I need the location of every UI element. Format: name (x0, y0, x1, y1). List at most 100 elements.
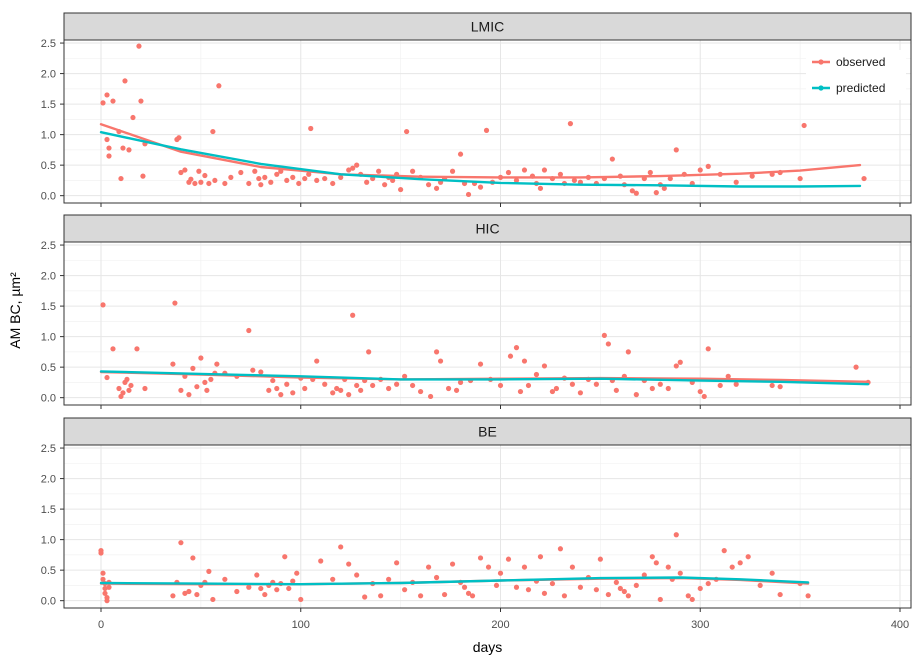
observed-point (366, 349, 371, 354)
observed-point (690, 597, 695, 602)
observed-point (494, 583, 499, 588)
observed-point (666, 564, 671, 569)
x-tick-label: 300 (691, 619, 709, 631)
observed-point (554, 386, 559, 391)
observed-point (478, 185, 483, 190)
observed-point (322, 176, 327, 181)
y-tick-label: 1.5 (41, 301, 56, 313)
observed-point (262, 175, 267, 180)
observed-point (570, 564, 575, 569)
observed-point (778, 384, 783, 389)
observed-point (674, 532, 679, 537)
observed-point (570, 382, 575, 387)
observed-point (210, 129, 215, 134)
observed-point (196, 169, 201, 174)
observed-point (602, 333, 607, 338)
observed-point (606, 341, 611, 346)
observed-point (578, 585, 583, 590)
observed-point (202, 380, 207, 385)
observed-point (594, 587, 599, 592)
x-tick-label: 0 (98, 619, 104, 631)
observed-point (542, 591, 547, 596)
observed-point (770, 571, 775, 576)
observed-point (654, 560, 659, 565)
observed-point (246, 585, 251, 590)
observed-point (126, 388, 131, 393)
observed-point (650, 386, 655, 391)
observed-point (178, 388, 183, 393)
observed-point (386, 577, 391, 582)
observed-point (418, 593, 423, 598)
observed-point (186, 589, 191, 594)
observed-point (234, 589, 239, 594)
observed-point (634, 191, 639, 196)
observed-point (262, 592, 267, 597)
observed-point (538, 554, 543, 559)
observed-point (706, 164, 711, 169)
observed-point (550, 581, 555, 586)
observed-point (558, 172, 563, 177)
observed-point (526, 587, 531, 592)
observed-point (338, 544, 343, 549)
observed-point (346, 561, 351, 566)
observed-point (298, 597, 303, 602)
observed-point (558, 546, 563, 551)
observed-point (462, 585, 467, 590)
observed-point (426, 564, 431, 569)
observed-point (266, 388, 271, 393)
observed-point (666, 386, 671, 391)
y-axis-title: AM BC, µm² (7, 272, 23, 349)
observed-point (678, 360, 683, 365)
observed-point (278, 392, 283, 397)
observed-point (176, 135, 181, 140)
observed-point (238, 170, 243, 175)
observed-point (498, 383, 503, 388)
observed-point (562, 593, 567, 598)
facet-label: BE (478, 424, 497, 440)
observed-point (458, 152, 463, 157)
observed-point (861, 176, 866, 181)
observed-point (626, 349, 631, 354)
observed-point (350, 313, 355, 318)
observed-point (370, 383, 375, 388)
observed-point (508, 354, 513, 359)
observed-point (394, 560, 399, 565)
observed-point (610, 156, 615, 161)
observed-point (648, 170, 653, 175)
observed-point (364, 180, 369, 185)
observed-point (204, 388, 209, 393)
observed-point (386, 386, 391, 391)
observed-point (674, 147, 679, 152)
observed-point (806, 593, 811, 598)
y-tick-label: 2.0 (41, 69, 56, 81)
observed-point (206, 181, 211, 186)
observed-point (526, 383, 531, 388)
y-tick-label: 2.5 (41, 38, 56, 50)
observed-point (746, 554, 751, 559)
observed-point (354, 163, 359, 168)
observed-point (212, 178, 217, 183)
observed-point (330, 577, 335, 582)
observed-point (594, 382, 599, 387)
observed-point (194, 384, 199, 389)
observed-point (186, 392, 191, 397)
observed-point (514, 345, 519, 350)
observed-point (286, 586, 291, 591)
y-tick-label: 0.5 (41, 362, 56, 374)
observed-point (658, 382, 663, 387)
observed-point (134, 346, 139, 351)
observed-point (206, 569, 211, 574)
observed-point (192, 181, 197, 186)
observed-point (606, 592, 611, 597)
observed-point (118, 176, 123, 181)
observed-point (450, 169, 455, 174)
observed-point (758, 583, 763, 588)
legend-key-point (818, 85, 823, 90)
observed-point (522, 358, 527, 363)
observed-point (120, 145, 125, 150)
y-tick-label: 0.5 (41, 160, 56, 172)
observed-point (308, 126, 313, 131)
y-tick-label: 2.5 (41, 240, 56, 252)
observed-point (270, 378, 275, 383)
observed-point (246, 181, 251, 186)
